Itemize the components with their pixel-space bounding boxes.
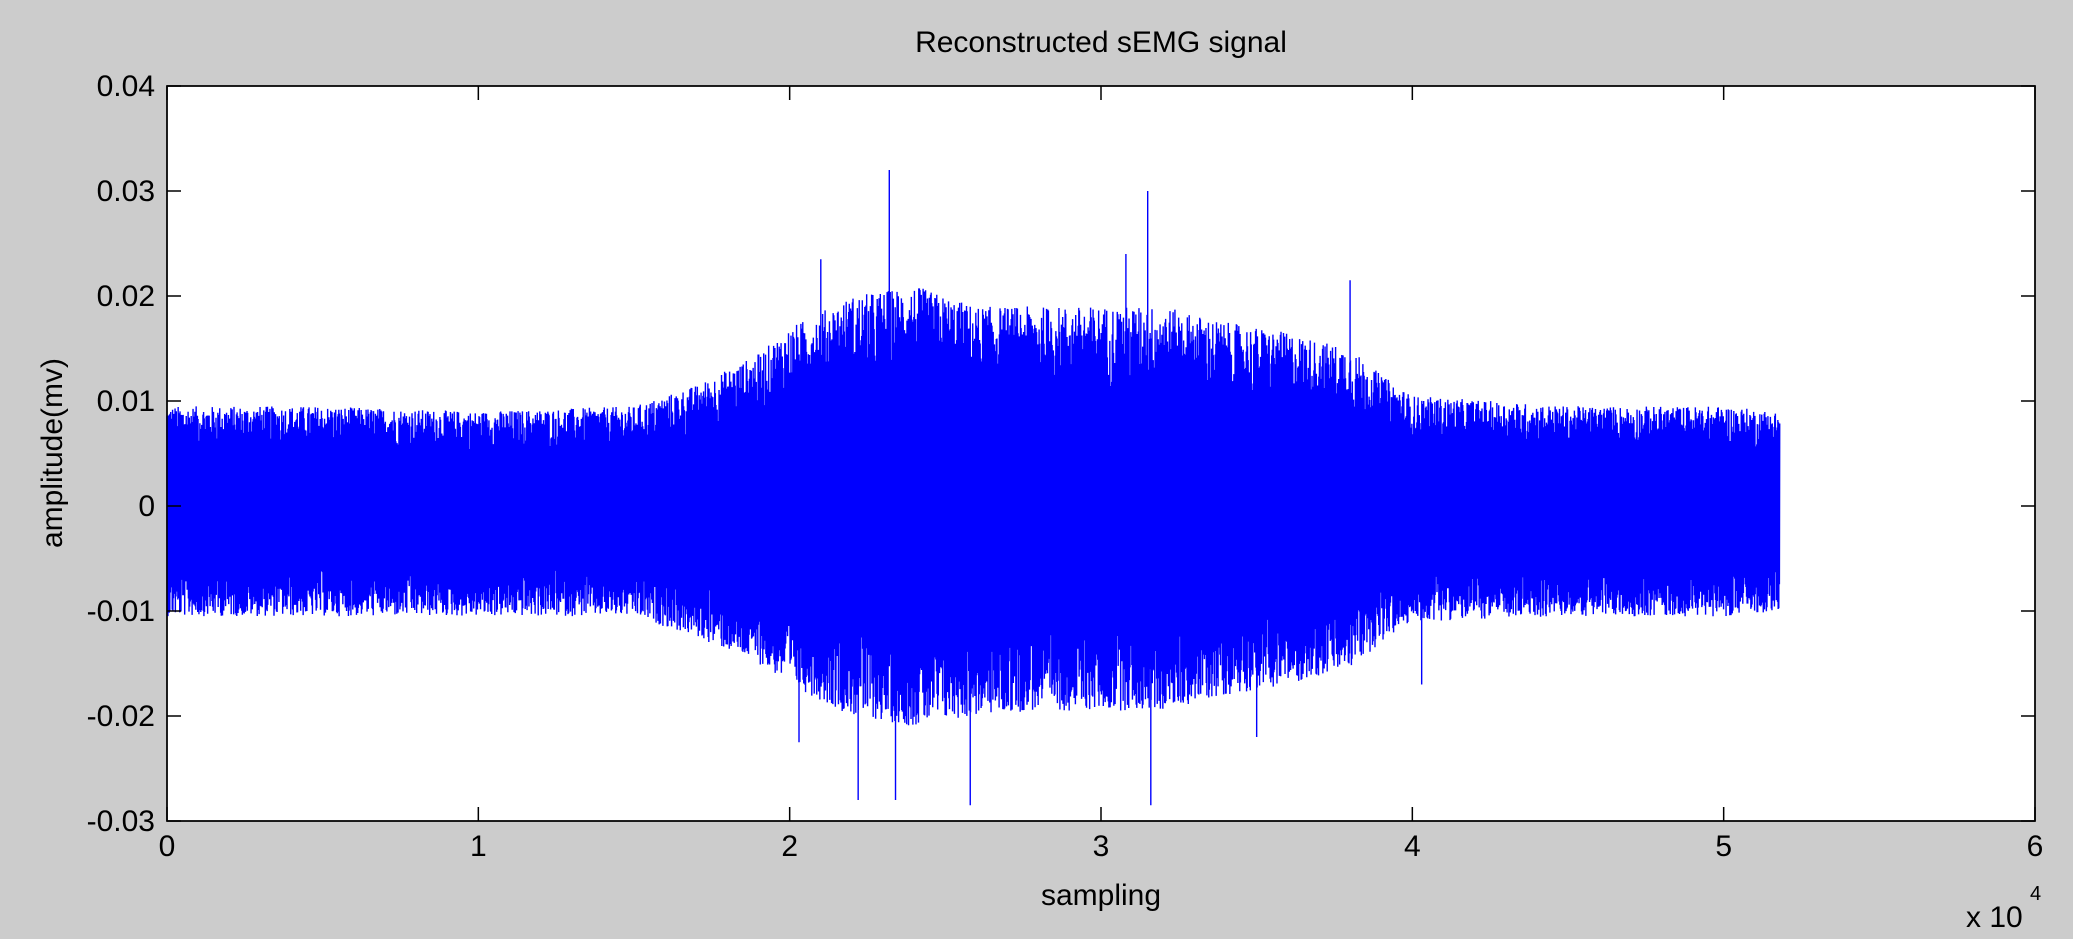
plot-border bbox=[166, 85, 2036, 822]
x-exponent-label: x 10 bbox=[1966, 901, 2023, 934]
y-tick-label: 0.02 bbox=[97, 280, 155, 313]
y-tick-label: 0.01 bbox=[97, 385, 155, 418]
y-axis-label: amplitude(mv) bbox=[36, 358, 69, 548]
x-tick-label: 2 bbox=[781, 830, 798, 863]
x-tick-label: 1 bbox=[470, 830, 487, 863]
y-tick-label: -0.03 bbox=[87, 805, 155, 838]
signal-series-line bbox=[166, 170, 1781, 806]
y-tick-label: 0.04 bbox=[97, 70, 155, 103]
y-tick-label: 0 bbox=[138, 490, 155, 523]
x-tick-label: 4 bbox=[1404, 830, 1421, 863]
x-axis-label: sampling bbox=[1041, 879, 1161, 912]
x-tick-label: 0 bbox=[159, 830, 176, 863]
y-tick-label: 0.03 bbox=[97, 175, 155, 208]
tick-layer: 0 1 2 3 4 5 6 -0.03 -0.02 -0.01 0 0.01 0.02 0.03 0.04 bbox=[87, 70, 2044, 863]
y-tick-label: -0.01 bbox=[87, 595, 155, 628]
x-tick-label: 6 bbox=[2027, 830, 2044, 863]
y-tick-label: -0.02 bbox=[87, 700, 155, 733]
signal-layer bbox=[166, 170, 1781, 806]
chart-title: Reconstructed sEMG signal bbox=[915, 26, 1287, 59]
x-exponent-power: 4 bbox=[2030, 883, 2041, 905]
x-tick-label: 5 bbox=[1715, 830, 1732, 863]
x-tick-label: 3 bbox=[1093, 830, 1110, 863]
